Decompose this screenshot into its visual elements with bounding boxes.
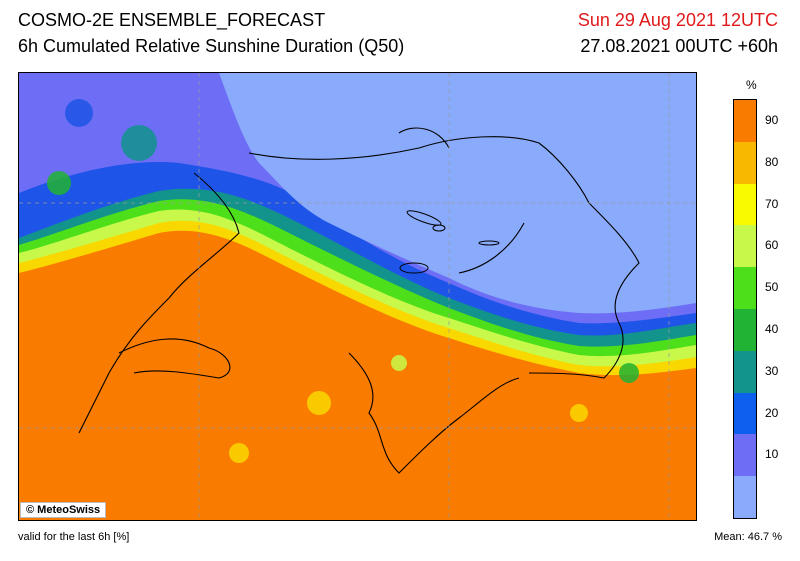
legend-label: 30 (765, 363, 779, 378)
legend-swatch (734, 350, 756, 394)
legend-swatch (734, 100, 756, 143)
legend-label: 20 (765, 405, 779, 420)
field-cells (47, 99, 639, 463)
legend-label: 40 (765, 321, 779, 336)
legend-swatch (734, 183, 756, 226)
map-subtitle: 6h Cumulated Relative Sunshine Duration … (18, 36, 405, 56)
legend-label: 10 (765, 447, 779, 462)
legend-swatch (734, 476, 756, 519)
legend-label: 70 (765, 196, 779, 211)
valid-time: Sun 29 Aug 2021 12UTC (577, 10, 778, 30)
legend-swatch (734, 434, 756, 477)
field-lightblue (219, 73, 696, 314)
legend-swatch (734, 267, 756, 310)
legend-label: 50 (765, 280, 779, 295)
legend-swatch (734, 309, 756, 352)
footer-validity: valid for the last 6h [%] (18, 531, 130, 543)
legend-label: 60 (765, 238, 779, 253)
sunshine-map (18, 72, 697, 521)
map-title: COSMO-2E ENSEMBLE_FORECAST (18, 10, 326, 30)
legend-label: 80 (765, 154, 779, 169)
legend-swatch (734, 392, 756, 435)
country-borders (78, 127, 640, 474)
legend-swatch (734, 141, 756, 185)
legend-swatch (734, 225, 756, 268)
run-time: 27.08.2021 00UTC +60h (580, 36, 778, 56)
graticule (19, 73, 696, 520)
lakes (399, 210, 500, 274)
legend-label: 90 (765, 112, 779, 127)
meteoswiss-credit: © MeteoSwiss (20, 502, 107, 518)
footer-mean: Mean: 46.7 % (714, 531, 782, 543)
color-legend (733, 99, 757, 519)
legend-unit: % (746, 78, 757, 92)
